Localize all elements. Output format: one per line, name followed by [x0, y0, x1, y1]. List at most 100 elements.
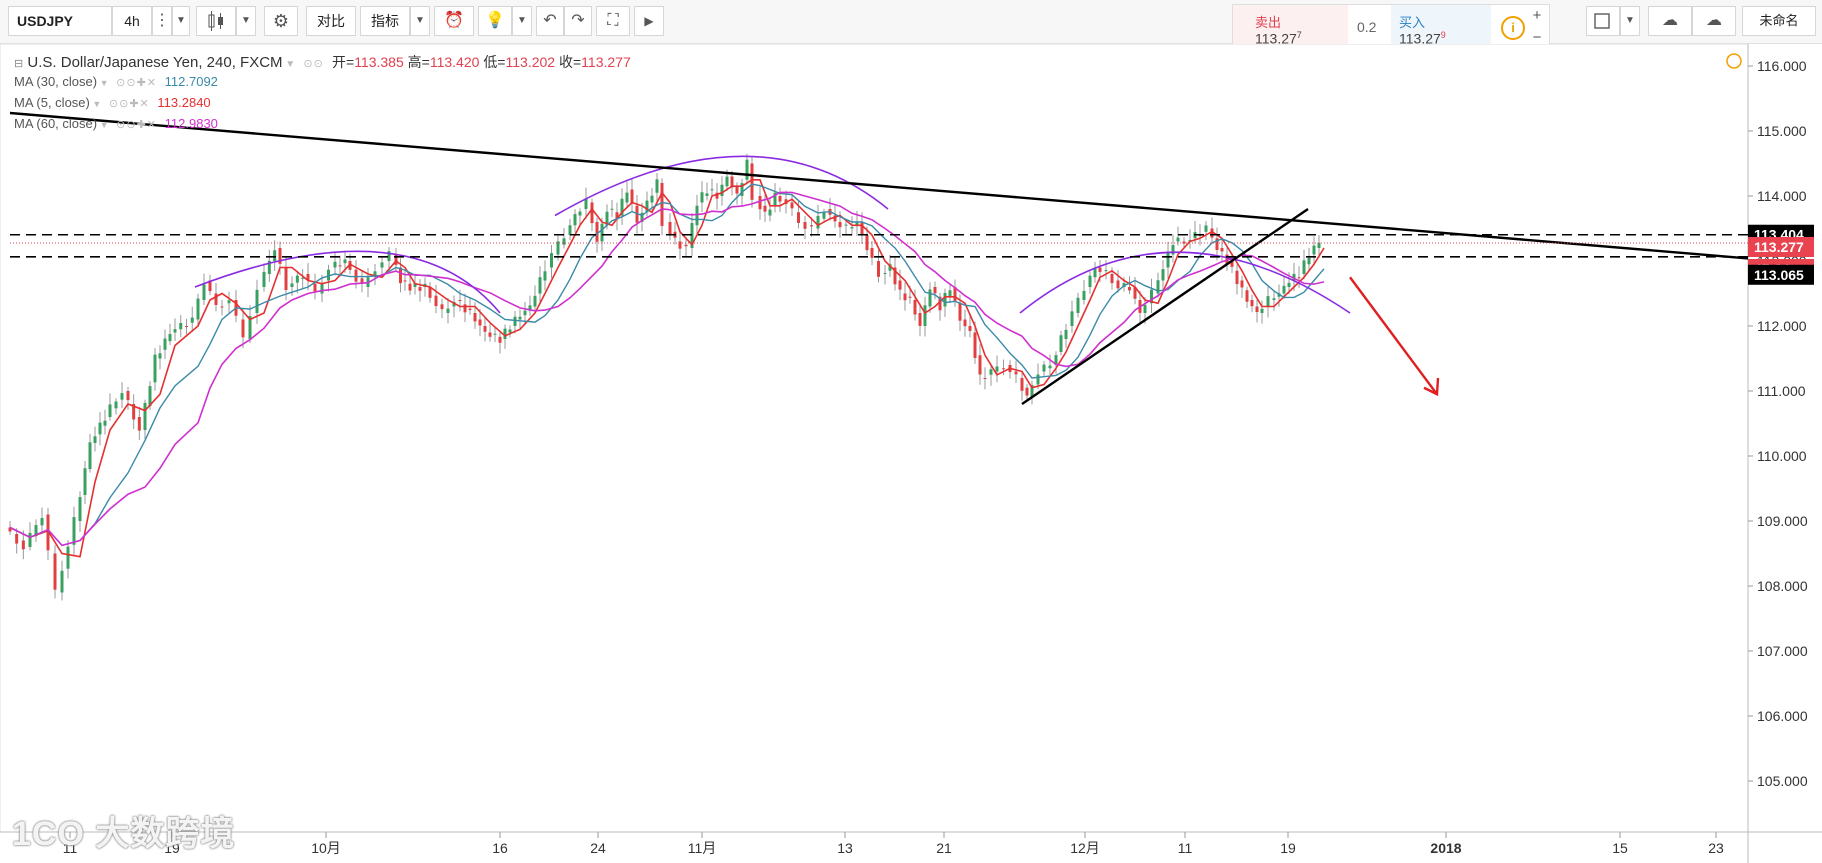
candle-body — [1042, 364, 1046, 372]
candle-body — [745, 159, 749, 180]
unnamed-layout-button[interactable]: 未命名 — [1742, 6, 1816, 36]
symbol-search[interactable]: USDJPY — [8, 6, 112, 36]
candle-body — [488, 332, 492, 337]
plot-frame — [0, 44, 1749, 833]
candle-body — [1054, 355, 1058, 365]
candle-body — [360, 278, 364, 284]
candle-body — [301, 277, 305, 279]
candle-body — [983, 378, 987, 379]
ma5-legend: MA (5, close) ▼ ⊙⊙✚✕ 113.2840 — [14, 95, 211, 110]
undo-icon[interactable]: ↶ — [536, 6, 564, 36]
candle-body — [1082, 290, 1086, 300]
candle-body — [1317, 242, 1321, 248]
candle-body — [190, 317, 194, 323]
info-icon[interactable]: i — [1501, 16, 1525, 40]
chart-info-icon[interactable] — [1726, 53, 1742, 69]
candle-body — [1133, 287, 1137, 299]
candle-body — [1176, 237, 1180, 242]
cloud-upload-icon[interactable]: ☁ — [1692, 6, 1736, 36]
candle-body — [387, 251, 391, 261]
legend-buttons-icon[interactable]: ⊙⊙✚✕ — [108, 98, 150, 110]
candle-body — [158, 353, 162, 359]
candle-body — [543, 271, 547, 281]
chevron-down-icon[interactable]: ▼ — [410, 6, 430, 36]
interval-button[interactable]: 4h — [112, 6, 152, 36]
open-value: 113.385 — [354, 54, 404, 70]
play-icon[interactable]: ▶ — [634, 6, 664, 36]
chevron-down-icon[interactable]: ▼ — [1620, 6, 1640, 36]
candle-body — [600, 223, 604, 242]
candle-body — [778, 196, 782, 202]
alert-clock-icon[interactable]: ⏰ — [434, 6, 474, 36]
candle-body — [34, 525, 38, 537]
candle-body — [550, 253, 553, 268]
candle-body — [660, 183, 664, 226]
forecast-arrow-head — [1423, 377, 1440, 397]
price-tick-label: 114.000 — [1757, 188, 1807, 204]
price-tick-label: 109.000 — [1757, 513, 1808, 529]
ma60-value: 112.9830 — [164, 116, 218, 131]
sell-button[interactable]: 卖出 113.277 — [1233, 5, 1348, 49]
candle-body — [78, 497, 82, 521]
legend-buttons-icon[interactable]: ⊙⊙ — [303, 58, 324, 70]
candle-body — [850, 227, 854, 229]
price-tick-label: 110.000 — [1757, 448, 1807, 464]
chevron-down-icon[interactable]: ▼ — [172, 6, 190, 36]
candle-body — [533, 295, 537, 307]
chevron-down-icon[interactable]: ▼ — [512, 6, 532, 36]
fullscreen-icon[interactable]: ⛶ — [596, 6, 630, 36]
candle-body — [518, 316, 522, 320]
candle-body — [137, 417, 141, 431]
cloud-download-icon[interactable]: ☁ — [1648, 6, 1692, 36]
indicators-button[interactable]: 指标 — [360, 6, 410, 36]
candle-body — [1171, 245, 1175, 255]
candle-body — [98, 422, 102, 435]
ma60-legend: MA (60, close) ▼ ⊙⊙✚✕ 112.9830 — [14, 116, 218, 131]
candle-body — [313, 283, 317, 292]
time-tick-label: 19 — [1280, 840, 1296, 856]
time-tick-label: 23 — [1708, 840, 1724, 856]
candle-body — [1098, 267, 1102, 272]
more-dots-icon[interactable]: ⋮ — [152, 6, 172, 36]
plus-icon[interactable]: + — [1532, 7, 1542, 24]
candle-body — [248, 316, 252, 339]
compare-button[interactable]: 对比 — [306, 6, 356, 36]
candle-body — [630, 189, 634, 204]
candle-body — [810, 225, 813, 227]
candle-body — [1204, 225, 1208, 232]
settings-gear-icon[interactable]: ⚙ — [264, 6, 298, 36]
candle-body — [327, 269, 330, 281]
spread-value: 0.2 — [1357, 19, 1377, 35]
ma5-value: 113.2840 — [157, 95, 211, 110]
legend-buttons-icon[interactable]: ⊙⊙✚✕ — [116, 77, 158, 89]
candle-body — [933, 287, 937, 294]
time-tick-label: 11 — [1178, 840, 1193, 856]
candle-body — [483, 326, 487, 332]
candle-body — [1161, 269, 1165, 281]
candlestick-icon[interactable] — [196, 6, 236, 36]
redo-icon[interactable]: ↷ — [564, 6, 592, 36]
candle-body — [768, 209, 772, 216]
candle-body — [463, 304, 467, 313]
candle-body — [797, 212, 800, 223]
candle-body — [173, 329, 177, 333]
lightbulb-icon[interactable]: 💡 — [478, 6, 512, 36]
candle-body — [1076, 297, 1080, 313]
candle-body — [1104, 270, 1108, 272]
chart-area[interactable]: 116.000115.000114.000113.000112.000111.0… — [0, 44, 1822, 863]
chevron-down-icon[interactable]: ▼ — [236, 6, 256, 36]
candle-body — [758, 196, 762, 210]
candle-body — [380, 262, 384, 268]
buy-button[interactable]: 买入 113.279 — [1391, 5, 1491, 49]
price-chart[interactable]: 116.000115.000114.000113.000112.000111.0… — [0, 44, 1822, 863]
legend-buttons-icon[interactable]: ⊙⊙✚✕ — [116, 119, 158, 131]
layout-square-icon[interactable] — [1586, 6, 1620, 36]
series-title: U.S. Dollar/Japanese Yen, 240, FXCM — [27, 54, 283, 71]
candle-body — [1230, 261, 1234, 267]
candle-body — [21, 540, 25, 550]
candle-body — [908, 296, 912, 298]
minus-icon[interactable]: − — [1532, 29, 1542, 46]
time-tick-label: 24 — [590, 840, 606, 856]
candle-body — [214, 293, 218, 305]
candle-body — [53, 553, 57, 590]
